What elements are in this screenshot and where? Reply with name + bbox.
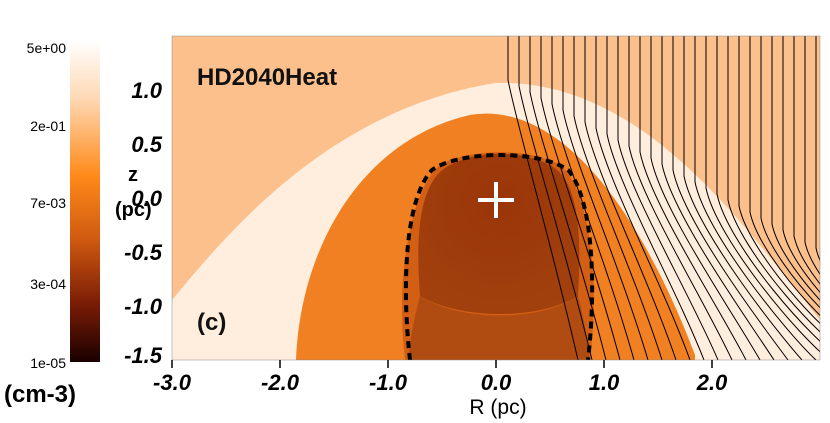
- plot-title: HD2040Heat: [197, 64, 338, 91]
- field-line: [606, 36, 705, 360]
- x-tick-label: 2.0: [696, 370, 728, 395]
- field-line: [584, 36, 677, 360]
- density-map: [172, 36, 820, 360]
- field-line: [738, 36, 820, 324]
- colorbar-tick: 7e-03: [30, 195, 66, 211]
- field-line: [628, 36, 733, 360]
- x-axis-label: R (pc): [469, 396, 527, 419]
- field-line: [782, 36, 820, 293]
- field-line: [595, 36, 691, 360]
- field-line: [562, 36, 649, 360]
- y-tick-label: -0.5: [124, 240, 162, 265]
- colorbar-tick: 2e-01: [30, 118, 66, 134]
- x-tick-label: -3.0: [153, 370, 191, 395]
- field-line: [760, 36, 820, 309]
- cavity: [418, 153, 580, 314]
- field-line: [540, 36, 621, 360]
- field-line: [573, 36, 663, 360]
- y-tick-label: 0.0: [131, 186, 162, 211]
- colorbar-unit: (cm-3): [4, 381, 77, 408]
- cavity-lower: [408, 296, 590, 360]
- y-tick-label: -1.0: [124, 294, 162, 319]
- x-tick-label: 0.0: [480, 370, 512, 395]
- colorbar-tick: 3e-04: [30, 276, 66, 292]
- ionization-front-contour: [403, 153, 595, 360]
- field-lines: [507, 36, 820, 360]
- field-line: [639, 36, 747, 360]
- x-tick-label: -1.0: [369, 370, 407, 395]
- field-line: [804, 36, 820, 275]
- field-line: [727, 36, 820, 333]
- field-line: [672, 36, 789, 360]
- field-line: [793, 36, 820, 285]
- y-tick-label: 1.0: [131, 78, 162, 103]
- field-line: [518, 36, 593, 360]
- panel-label: (c): [197, 309, 227, 336]
- star-marker: [478, 182, 514, 218]
- field-line: [617, 36, 719, 360]
- field-line: [771, 36, 820, 301]
- field-line: [683, 36, 803, 360]
- field-line: [749, 36, 820, 316]
- field-line: [650, 36, 761, 360]
- y-axis-label-line1: z: [128, 164, 138, 186]
- field-line: [716, 36, 820, 342]
- colorbar-tick: 1e-05: [30, 355, 66, 371]
- y-tick-label: -1.5: [124, 343, 162, 368]
- field-line: [661, 36, 775, 360]
- colorbar: [70, 40, 100, 362]
- field-line: [507, 36, 579, 360]
- x-tick-label: -2.0: [261, 370, 299, 395]
- y-axis-label-line2: (pc): [115, 199, 152, 221]
- x-tick-label: 1.0: [588, 370, 620, 395]
- field-line: [705, 36, 820, 353]
- colorbar-tick: 5e+00: [26, 40, 66, 56]
- field-line: [694, 36, 817, 360]
- y-tick-label: 0.5: [131, 132, 162, 157]
- axis-ticks: [171, 360, 713, 368]
